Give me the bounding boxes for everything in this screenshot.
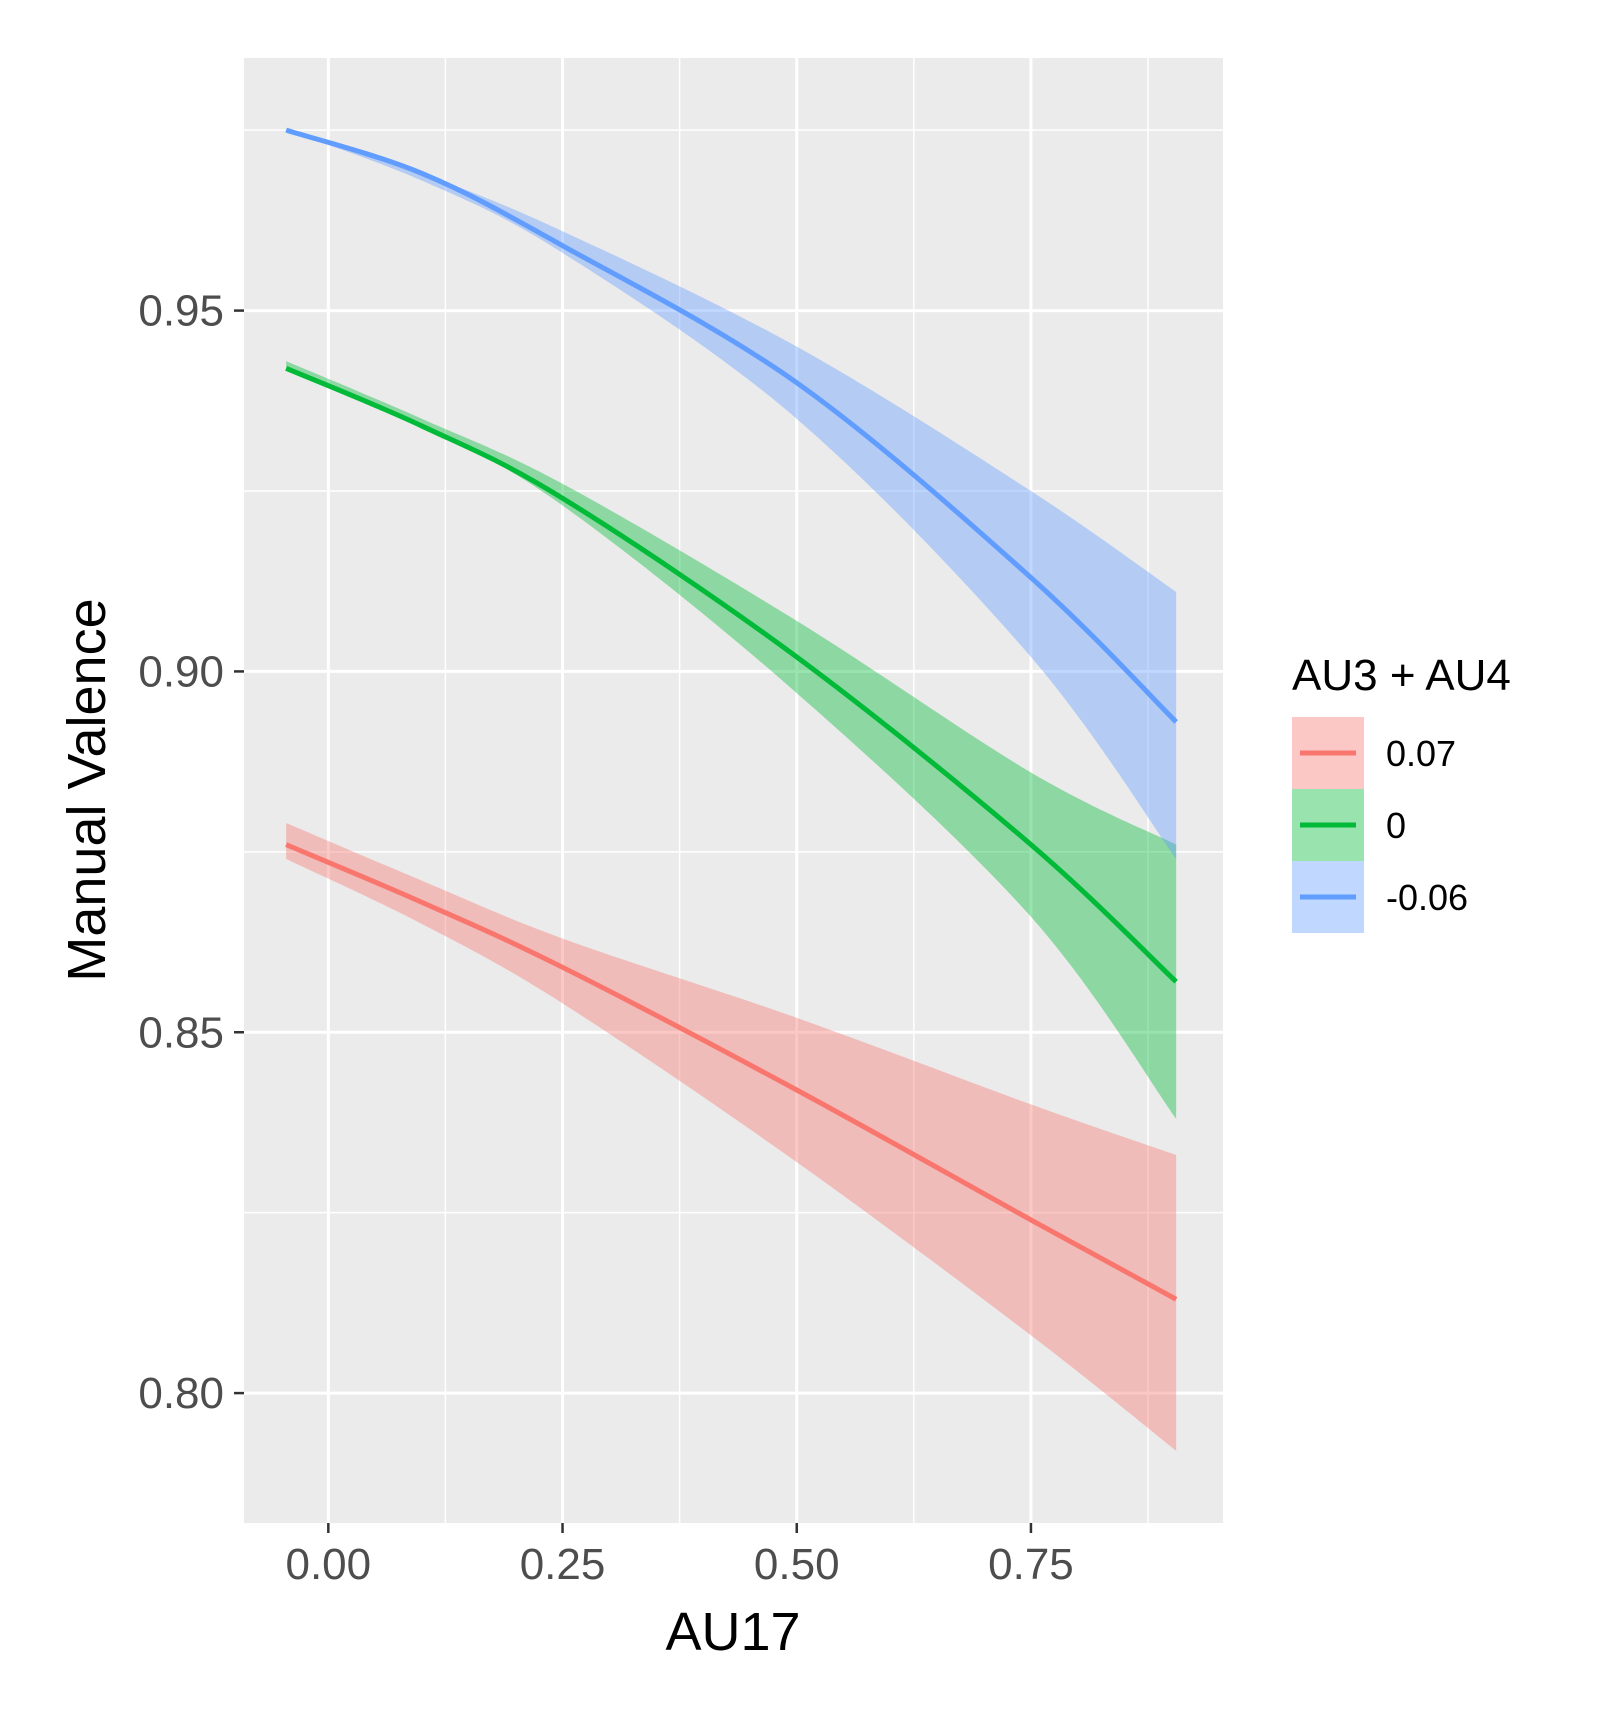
x-axis-title: AU17	[665, 1602, 800, 1662]
ribbon-series-2	[286, 130, 1177, 860]
confidence-ribbons	[286, 130, 1177, 1451]
legend: AU3 + AU4 0.07 0 -0.06	[1292, 651, 1511, 933]
ribbon-series-0	[286, 822, 1177, 1451]
y-tick-label: 0.85	[138, 1008, 224, 1057]
plot-panel	[244, 58, 1223, 1523]
series-lines	[285, 127, 1178, 1302]
major-gridlines	[244, 58, 1223, 1523]
y-axis: 0.80 0.85 0.90 0.95	[138, 287, 244, 1418]
y-tick-label: 0.80	[138, 1369, 224, 1418]
legend-label-0: 0.07	[1386, 733, 1456, 774]
legend-label-1: 0	[1386, 805, 1406, 846]
line-series-2	[285, 127, 1178, 724]
y-tick-label: 0.90	[138, 647, 224, 696]
minor-gridlines	[244, 58, 1223, 1523]
y-axis-title: Manual Valence	[57, 598, 117, 981]
x-tick-label: 0.25	[520, 1540, 606, 1589]
line-series-1	[285, 366, 1178, 984]
x-tick-label: 0.50	[754, 1540, 840, 1589]
line-series-0	[285, 842, 1178, 1302]
legend-title: AU3 + AU4	[1292, 651, 1511, 700]
y-tick-label: 0.95	[138, 287, 224, 336]
x-tick-label: 0.75	[988, 1540, 1074, 1589]
legend-label-2: -0.06	[1386, 877, 1468, 918]
x-axis: 0.00 0.25 0.50 0.75	[285, 1523, 1074, 1589]
x-tick-label: 0.00	[285, 1540, 371, 1589]
